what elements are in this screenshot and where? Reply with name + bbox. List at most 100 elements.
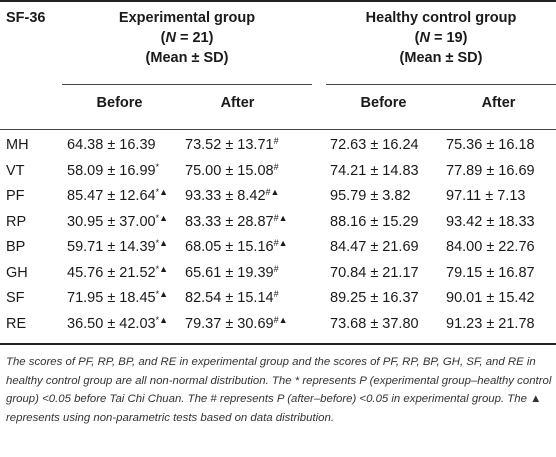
table-cell: 93.42 ± 18.33 — [446, 210, 535, 236]
top-rule — [0, 0, 556, 2]
significance-mark: #▲ — [273, 212, 288, 223]
cell-value: 79.37 ± 30.69 — [185, 315, 274, 332]
significance-mark: *▲ — [155, 314, 169, 325]
table-cell: 93.33 ± 8.42#▲ — [185, 184, 279, 210]
group-n: (N = 21) — [160, 30, 214, 46]
cell-value: 68.05 ± 15.16 — [185, 239, 274, 255]
group-name: Healthy control group — [365, 10, 517, 26]
table-cell: 64.38 ± 16.39 — [67, 133, 156, 159]
cell-value: 93.42 ± 18.33 — [446, 213, 535, 230]
table-footnote: The scores of PF, RP, BP, and RE in expe… — [6, 356, 552, 424]
table-cell: 75.00 ± 15.08# — [185, 159, 279, 185]
cell-value: 91.23 ± 21.78 — [446, 315, 535, 332]
table-cell: 79.15 ± 16.87 — [446, 261, 535, 287]
significance-mark: *▲ — [155, 263, 169, 274]
cell-value: 77.89 ± 16.69 — [446, 162, 535, 179]
row-label: RE — [6, 315, 27, 332]
cell-value: 72.63 ± 16.24 — [330, 137, 419, 153]
table-cell: 73.68 ± 37.80 — [330, 312, 419, 338]
cell-value: 90.01 ± 15.42 — [446, 290, 535, 306]
table-cell: 84.00 ± 22.76 — [446, 235, 535, 261]
row-label: MH — [6, 137, 29, 153]
table-cell: 74.21 ± 14.83 — [330, 159, 419, 185]
table-cell: 90.01 ± 15.42 — [446, 286, 535, 312]
cell-value: 58.09 ± 16.99 — [67, 162, 156, 179]
table-cell: 82.54 ± 15.14# — [185, 286, 279, 312]
row-label: SF — [6, 290, 25, 306]
cell-value: 83.33 ± 28.87 — [185, 213, 274, 230]
row-label: RP — [6, 213, 27, 230]
cell-value: 95.79 ± 3.82 — [330, 188, 411, 204]
n-value: = 21) — [175, 30, 214, 46]
row-label: PF — [6, 188, 25, 204]
table-cell: 30.95 ± 37.00*▲ — [67, 210, 168, 236]
table-cell: 65.61 ± 19.39# — [185, 261, 279, 287]
table-cell: 75.36 ± 16.18 — [446, 133, 535, 159]
significance-mark: # — [273, 263, 279, 274]
table-cell: 77.89 ± 16.69 — [446, 159, 535, 185]
table-cell: 45.76 ± 21.52*▲ — [67, 261, 168, 287]
subheader-ctrl-before: Before — [360, 95, 407, 111]
n-label: N — [165, 30, 176, 46]
group-stat: (Mean ± SD) — [399, 50, 483, 66]
row-label: GH — [6, 264, 28, 281]
cell-value: 64.38 ± 16.39 — [67, 137, 156, 153]
group-header-control: Healthy control group (N = 19) (Mean ± S… — [326, 8, 556, 68]
table-cell: 73.52 ± 13.71# — [185, 133, 279, 159]
group-underline-control — [326, 84, 556, 85]
table-cell: 72.63 ± 16.24 — [330, 133, 419, 159]
significance-mark: #▲ — [273, 238, 288, 248]
cell-value: 71.95 ± 18.45 — [67, 290, 156, 306]
significance-mark: *▲ — [155, 289, 169, 299]
cell-value: 36.50 ± 42.03 — [67, 315, 156, 332]
row-label: BP — [6, 239, 26, 255]
table-row: SF 71.95 ± 18.45*▲ 82.54 ± 15.14# 89.25 ± 1… — [0, 286, 556, 312]
table-cell: 84.47 ± 21.69 — [330, 235, 419, 261]
table-cell: 85.47 ± 12.64*▲ — [67, 184, 168, 210]
table-cell: 88.16 ± 15.29 — [330, 210, 419, 236]
group-name: Experimental group — [118, 10, 256, 26]
table-cell: 95.79 ± 3.82 — [330, 184, 411, 210]
cell-value: 75.36 ± 16.18 — [446, 137, 535, 153]
table-row: RP 30.95 ± 37.00*▲ 83.33 ± 28.87#▲ 88.16 ± … — [0, 210, 556, 236]
table-cell: 59.71 ± 14.39*▲ — [67, 235, 168, 261]
significance-mark: *▲ — [155, 212, 169, 223]
subheader-ctrl-after: After — [481, 95, 516, 111]
group-stat: (Mean ± SD) — [145, 50, 229, 66]
subheader-exp-after: After — [220, 95, 255, 111]
group-underline-experimental — [62, 84, 312, 85]
n-label: N — [419, 30, 430, 46]
subheader-exp-before: Before — [96, 95, 143, 111]
table-row: RE 36.50 ± 42.03*▲ 79.37 ± 30.69#▲ 73.68 ± … — [0, 312, 556, 338]
cell-value: 65.61 ± 19.39 — [185, 264, 274, 281]
table-row: VT 58.09 ± 16.99* 75.00 ± 15.08# 74.21 ± 14… — [0, 159, 556, 185]
significance-mark: # — [273, 161, 279, 172]
table-body: MH 64.38 ± 16.39 73.52 ± 13.71# 72.63 ± 16.… — [0, 133, 556, 337]
cell-value: 97.11 ± 7.13 — [446, 188, 526, 204]
significance-mark: *▲ — [155, 238, 169, 248]
cell-value: 74.21 ± 14.83 — [330, 162, 419, 179]
table-cell: 97.11 ± 7.13 — [446, 184, 525, 210]
cell-value: 85.47 ± 12.64 — [67, 188, 156, 204]
cell-value: 88.16 ± 15.29 — [330, 213, 419, 230]
significance-mark: #▲ — [265, 187, 280, 197]
cell-value: 59.71 ± 14.39 — [67, 239, 156, 255]
significance-mark: *▲ — [155, 187, 169, 197]
table-cell: 83.33 ± 28.87#▲ — [185, 210, 288, 236]
cell-value: 70.84 ± 21.17 — [330, 264, 419, 281]
table-row: GH 45.76 ± 21.52*▲ 65.61 ± 19.39# 70.84 ± 2… — [0, 261, 556, 287]
n-value: = 19) — [429, 30, 468, 46]
group-n: (N = 19) — [414, 30, 468, 46]
stub-header: SF-36 — [6, 10, 46, 26]
cell-value: 82.54 ± 15.14 — [185, 290, 274, 306]
table-row: PF 85.47 ± 12.64*▲ 93.33 ± 8.42#▲ 95.79 ± 3… — [0, 184, 556, 210]
cell-value: 84.00 ± 22.76 — [446, 239, 535, 255]
significance-mark: # — [273, 289, 279, 299]
cell-value: 93.33 ± 8.42 — [185, 188, 266, 204]
cell-value: 75.00 ± 15.08 — [185, 162, 274, 179]
table-cell: 36.50 ± 42.03*▲ — [67, 312, 168, 338]
table-row: MH 64.38 ± 16.39 73.52 ± 13.71# 72.63 ± 16.… — [0, 133, 556, 159]
group-header-experimental: Experimental group (N = 21) (Mean ± SD) — [62, 8, 312, 68]
table-row: BP 59.71 ± 14.39*▲ 68.05 ± 15.16#▲ 84.47 ± … — [0, 235, 556, 261]
